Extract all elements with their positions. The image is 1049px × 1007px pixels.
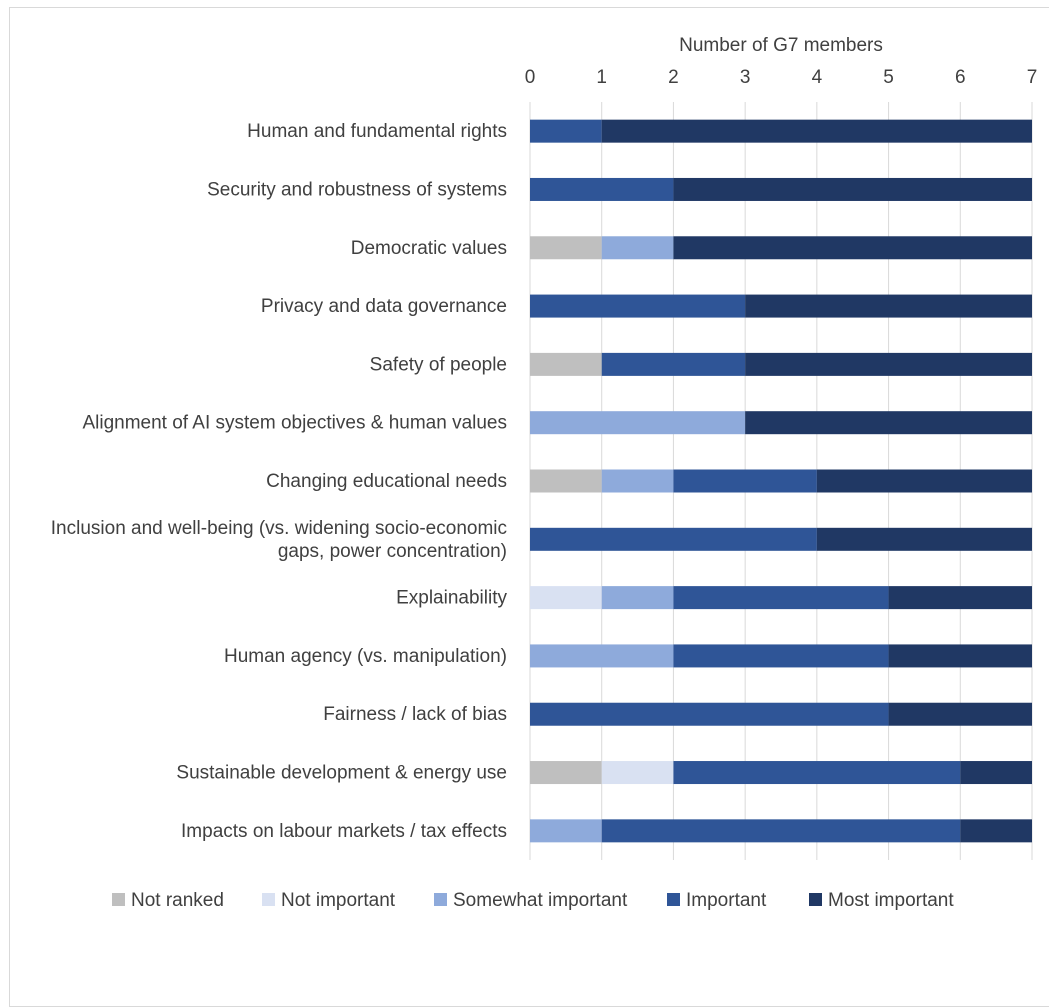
bar-segment (888, 644, 1032, 668)
bar-segment (601, 586, 674, 610)
category-label: Alignment of AI system objectives & huma… (82, 413, 507, 434)
bar-segment (530, 236, 602, 260)
bar-segment (745, 352, 1032, 376)
category-label: Human and fundamental rights (247, 121, 507, 142)
x-tick-label: 2 (668, 67, 679, 88)
bar-segment (530, 469, 602, 493)
x-tick-label: 7 (1027, 67, 1038, 88)
bar-segment (673, 761, 961, 785)
bar-segment (888, 586, 1032, 610)
category-label: gaps, power concentration) (278, 541, 507, 562)
category-label: Safety of people (370, 354, 507, 375)
bar-segment (601, 236, 674, 260)
bar-segment (601, 352, 746, 376)
category-label: Fairness / lack of bias (323, 704, 507, 725)
x-tick-label: 3 (740, 67, 751, 88)
category-label: Changing educational needs (266, 471, 507, 492)
bar-segment (745, 411, 1032, 435)
bar-segment (673, 586, 889, 610)
bar-segment (530, 527, 817, 551)
bar-segment (530, 352, 602, 376)
bar-segment (601, 119, 1032, 143)
x-tick-label: 4 (812, 67, 823, 88)
bar-segment (530, 119, 602, 143)
bar-segment (816, 469, 1032, 493)
category-label: Privacy and data governance (261, 296, 507, 317)
bar-segment (601, 819, 961, 843)
bar-segment (530, 294, 746, 318)
bar-segment (530, 411, 746, 435)
legend-swatch (434, 893, 447, 906)
bar-segment (530, 819, 602, 843)
legend-swatch (262, 893, 275, 906)
category-label: Explainability (396, 588, 507, 609)
legend-swatch (667, 893, 680, 906)
x-tick-label: 5 (883, 67, 894, 88)
category-label: Impacts on labour markets / tax effects (181, 821, 507, 842)
legend-label: Important (686, 890, 767, 911)
bar-segment (673, 236, 1032, 260)
category-label: Inclusion and well-being (vs. widening s… (51, 518, 507, 539)
category-label: Democratic values (351, 238, 507, 259)
bar-segment (960, 819, 1032, 843)
bar-segment (673, 469, 817, 493)
bar-segment (530, 177, 674, 201)
bar-segment (530, 586, 602, 610)
bar-segment (888, 702, 1032, 726)
x-tick-label: 1 (596, 67, 607, 88)
bar-segment (816, 527, 1032, 551)
legend-label: Most important (828, 890, 954, 911)
bar-segment (530, 761, 602, 785)
category-label: Security and robustness of systems (207, 179, 507, 200)
category-label: Sustainable development & energy use (176, 763, 507, 784)
x-tick-labels: 0 1 2 3 4 5 6 7 (525, 67, 1038, 88)
bar-segment (960, 761, 1032, 785)
x-tick-label: 6 (955, 67, 966, 88)
bar-segment (673, 644, 889, 668)
x-tick-label: 0 (525, 67, 536, 88)
bars (530, 119, 1032, 843)
bar-segment (601, 761, 674, 785)
legend-swatch (112, 893, 125, 906)
legend-label: Not ranked (131, 890, 224, 911)
legend-swatch (809, 893, 822, 906)
legend-label: Somewhat important (453, 890, 628, 911)
category-label: Human agency (vs. manipulation) (224, 646, 507, 667)
category-labels: Human and fundamental rights Security and… (51, 121, 508, 842)
bar-segment (530, 644, 674, 668)
legend: Not ranked Not important Somewhat importan… (112, 890, 954, 911)
stacked-bar-chart: Human and fundamental rights Security and… (51, 35, 1038, 911)
bar-segment (673, 177, 1032, 201)
bar-segment (601, 469, 674, 493)
bar-segment (745, 294, 1032, 318)
legend-label: Not important (281, 890, 396, 911)
bar-segment (530, 702, 889, 726)
x-axis-title: Number of G7 members (679, 35, 883, 56)
